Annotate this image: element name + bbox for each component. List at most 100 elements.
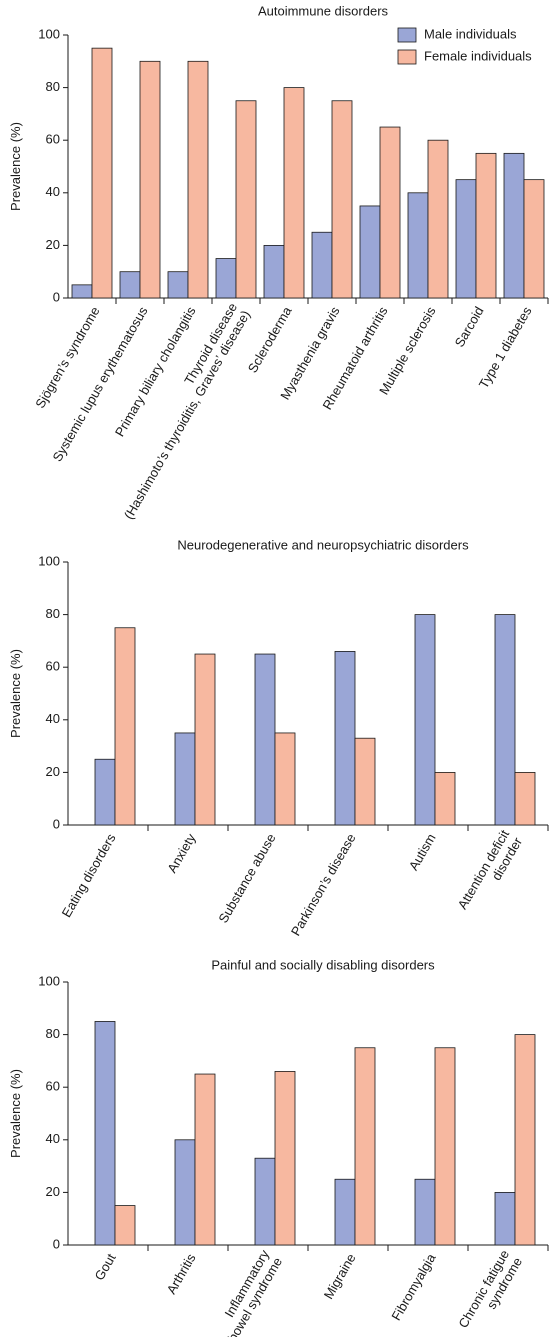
bar-male xyxy=(215,258,237,299)
y-tick-label: 100 xyxy=(38,26,60,41)
x-tick-label: Migraine xyxy=(321,1251,359,1302)
y-tick-label: 100 xyxy=(38,553,60,568)
x-tick-label: Fibromyalgia xyxy=(388,1250,439,1323)
bar-male xyxy=(407,192,429,299)
bar-male xyxy=(359,205,381,299)
bar-male xyxy=(311,231,333,299)
y-tick-label: 80 xyxy=(46,1026,60,1041)
x-tick-label: Systemic lupus erythematosus xyxy=(49,304,150,465)
bar-male xyxy=(254,1157,276,1246)
y-tick-label: 80 xyxy=(46,606,60,621)
legend-swatch-female xyxy=(397,49,417,65)
y-tick-label: 40 xyxy=(46,1131,60,1146)
bar-female xyxy=(434,772,456,826)
y-tick-label: 100 xyxy=(38,973,60,988)
bar-male xyxy=(455,179,477,299)
bar-female xyxy=(427,139,449,299)
x-tick-label-line: Gout xyxy=(92,1251,119,1283)
bar-female xyxy=(139,60,161,299)
bar-female xyxy=(91,47,113,299)
legend: Male individuals Female individuals xyxy=(397,26,532,65)
y-tick-label: 20 xyxy=(46,237,60,252)
bar-female xyxy=(475,152,497,299)
y-tick-label: 0 xyxy=(53,1236,60,1251)
x-tick-label-line: Parkinson’s disease xyxy=(288,831,359,938)
bar-male xyxy=(414,1178,436,1246)
x-tick-label: Scleroderma xyxy=(245,303,295,375)
bar-female xyxy=(114,1205,136,1246)
y-tick-label: 20 xyxy=(46,764,60,779)
y-tick-label: 0 xyxy=(53,816,60,831)
bar-male xyxy=(263,244,285,299)
bar-male xyxy=(414,614,436,826)
legend-swatch-male xyxy=(397,27,417,43)
y-tick-label: 40 xyxy=(46,711,60,726)
legend-label-female: Female individuals xyxy=(424,48,532,63)
x-tick-label-line: Autism xyxy=(406,831,439,873)
y-axis-label: Prevalence (%) xyxy=(8,649,23,738)
y-tick-label: 80 xyxy=(46,79,60,94)
bar-male xyxy=(494,1192,516,1246)
bar-male xyxy=(94,1021,116,1246)
x-tick-label-line: Eating disorders xyxy=(59,831,119,920)
x-tick-label: Anxiety xyxy=(164,831,199,876)
x-tick-label-line: Systemic lupus erythematosus xyxy=(49,304,150,465)
chart-title: Neurodegenerative and neuropsychiatric d… xyxy=(177,537,469,552)
x-tick-label-line: Arthritis xyxy=(164,1251,199,1297)
x-tick-label: Chronic fatiguesyndrome xyxy=(455,1247,525,1337)
bar-female xyxy=(514,772,536,826)
bar-male xyxy=(334,651,356,826)
x-tick-label-line: Scleroderma xyxy=(245,303,295,375)
y-tick-label: 60 xyxy=(46,659,60,674)
x-tick-label: Inflammatorybowel syndrome xyxy=(212,1247,286,1337)
x-tick-label: Type 1 diabetes xyxy=(476,304,535,391)
x-tick-label: Arthritis xyxy=(164,1251,199,1297)
bar-female xyxy=(187,60,209,299)
bar-male xyxy=(167,271,189,299)
bar-female xyxy=(434,1047,456,1246)
chart-title: Autoimmune disorders xyxy=(258,3,389,18)
x-tick-label: Attention deficitdisorder xyxy=(455,827,526,920)
bar-female xyxy=(514,1034,536,1246)
x-tick-label-line: Migraine xyxy=(321,1251,359,1302)
y-tick-label: 0 xyxy=(53,289,60,304)
bar-male xyxy=(503,152,525,299)
y-axis-label: Prevalence (%) xyxy=(8,122,23,211)
x-tick-label-line: (Hashimoto’s thyroiditis, Graves’ diseas… xyxy=(121,308,253,522)
bar-female xyxy=(379,126,401,299)
y-axis-label: Prevalence (%) xyxy=(8,1069,23,1158)
bar-female xyxy=(523,179,545,299)
bar-male xyxy=(494,614,516,826)
y-tick-label: 60 xyxy=(46,1079,60,1094)
x-tick-label-line: Type 1 diabetes xyxy=(476,304,535,391)
x-tick-label-line: Anxiety xyxy=(164,831,199,876)
bar-male xyxy=(94,758,116,826)
bar-female xyxy=(283,87,305,299)
bar-female xyxy=(354,737,376,826)
bar-male xyxy=(334,1178,356,1246)
x-tick-label: Parkinson’s disease xyxy=(288,831,359,938)
x-tick-label: Sarcoid xyxy=(452,304,487,350)
bar-female xyxy=(194,653,216,826)
chart-panel-3: Painful and socially disabling disorders… xyxy=(8,957,549,1337)
chart-panel-1: Autoimmune disorders Prevalence (%) 0 20 40 6… xyxy=(8,3,549,522)
y-tick-label: 60 xyxy=(46,132,60,147)
bar-male xyxy=(254,653,276,826)
x-tick-label: Gout xyxy=(92,1251,119,1283)
bar-female xyxy=(274,1071,296,1246)
bar-female xyxy=(235,100,257,299)
bar-female xyxy=(354,1047,376,1246)
x-tick-label: Substance abuse xyxy=(215,831,278,926)
x-tick-label-line: Substance abuse xyxy=(215,831,278,926)
chart-title: Painful and socially disabling disorders xyxy=(211,957,435,972)
x-tick-label: Autism xyxy=(406,831,439,873)
bar-female xyxy=(114,627,136,826)
bar-female xyxy=(331,100,353,299)
x-tick-label-line: Sarcoid xyxy=(452,304,487,350)
x-tick-label-line: Fibromyalgia xyxy=(388,1250,439,1323)
chart-panel-2: Neurodegenerative and neuropsychiatric d… xyxy=(8,537,549,938)
bar-male xyxy=(71,284,93,299)
bar-male xyxy=(174,1139,196,1246)
legend-label-male: Male individuals xyxy=(424,26,517,41)
